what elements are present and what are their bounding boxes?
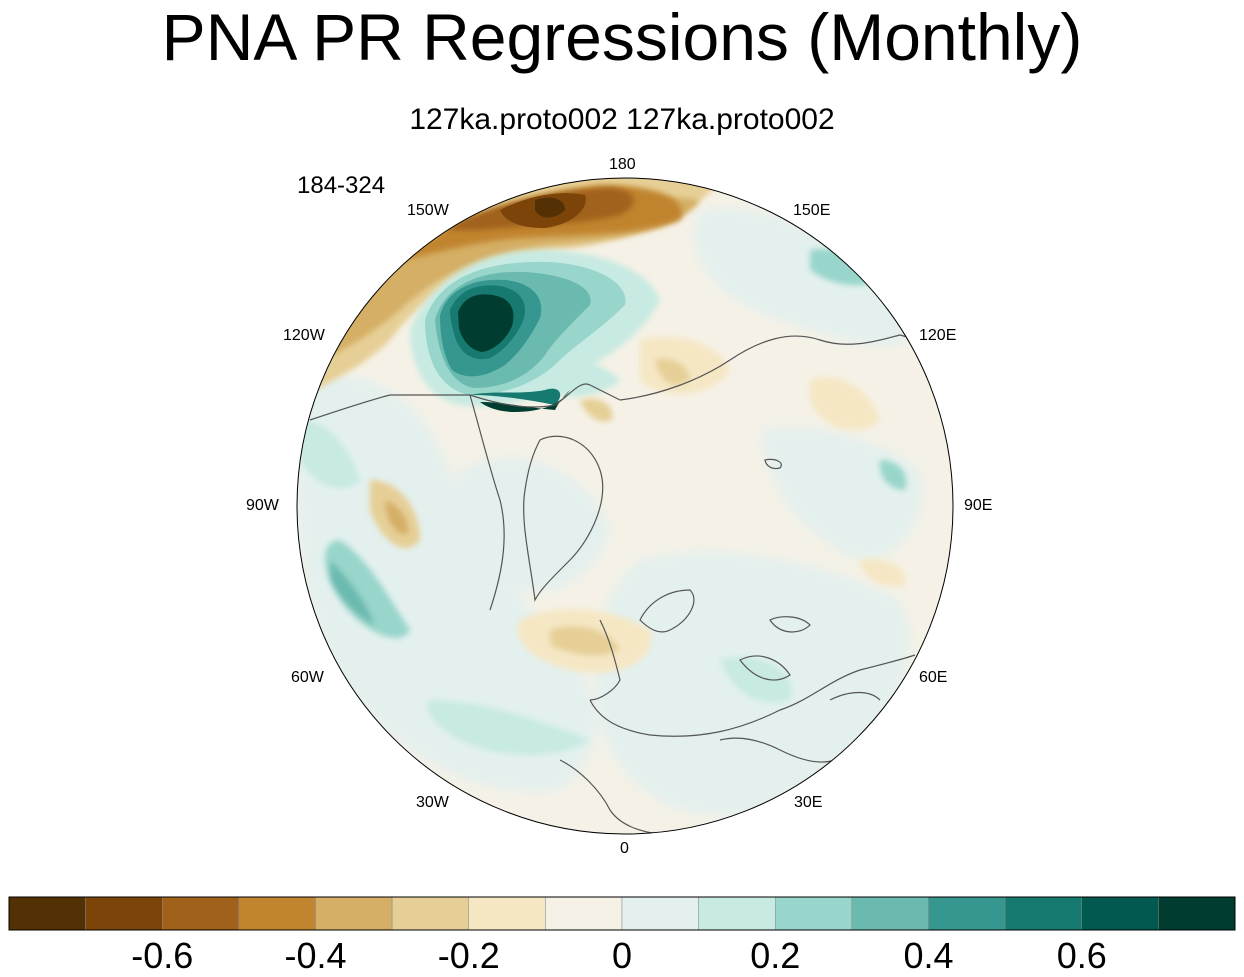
field-strong-positive xyxy=(410,250,660,412)
colorbar-swatch xyxy=(621,896,699,931)
field-weak-negative xyxy=(370,336,906,673)
colorbar-swatch xyxy=(468,896,546,931)
colorbar-swatch xyxy=(1158,896,1236,931)
colorbar-swatch xyxy=(775,896,853,931)
lon-label-0: 0 xyxy=(620,840,629,857)
subtitle: 127ka.proto002 127ka.proto002 xyxy=(409,103,835,136)
colorbar-swatch xyxy=(391,896,469,931)
lon-label-150e: 150E xyxy=(793,202,831,219)
colorbar-swatch xyxy=(1004,896,1082,931)
lon-label-60w: 60W xyxy=(291,669,324,686)
colorbar-tick-label: 0.4 xyxy=(903,935,954,976)
lon-label-30w: 30W xyxy=(416,794,449,811)
lon-label-120e: 120E xyxy=(919,327,957,344)
page-title: PNA PR Regressions (Monthly) xyxy=(161,0,1083,74)
colorbar-tick-label: -0.2 xyxy=(437,935,500,976)
lon-label-90e: 90E xyxy=(964,497,993,514)
colorbar-swatch xyxy=(698,896,776,931)
colorbar-swatch xyxy=(545,896,623,931)
colorbar-swatch xyxy=(315,896,393,931)
lon-label-90w: 90W xyxy=(246,497,279,514)
lon-label-150w: 150W xyxy=(407,202,449,219)
colorbar-tick-label: 0.6 xyxy=(1056,935,1107,976)
colorbar-tick-label: -0.6 xyxy=(131,935,194,976)
map-disk xyxy=(297,178,953,834)
colorbar-swatch xyxy=(8,896,86,931)
colorbar-outline xyxy=(8,896,1236,931)
lon-label-30e: 30E xyxy=(794,794,823,811)
colorbar-swatch xyxy=(238,896,316,931)
colorbar-tick-label: 0 xyxy=(611,935,633,976)
colorbar-swatch xyxy=(1081,896,1159,931)
colorbar-tick-label: -0.4 xyxy=(284,935,347,976)
period-label: 184-324 xyxy=(297,172,386,199)
lon-label-60e: 60E xyxy=(919,669,948,686)
colorbar-swatch xyxy=(162,896,240,931)
colorbar xyxy=(8,896,1236,931)
lon-label-180: 180 xyxy=(609,156,636,173)
colorbar-swatch xyxy=(928,896,1006,931)
colorbar-tick-label: 0.2 xyxy=(750,935,801,976)
colorbar-swatch xyxy=(85,896,163,931)
map-boundary xyxy=(296,177,954,835)
field-strong-negative xyxy=(300,178,720,400)
lon-label-120w: 120W xyxy=(283,327,325,344)
colorbar-swatch xyxy=(851,896,929,931)
